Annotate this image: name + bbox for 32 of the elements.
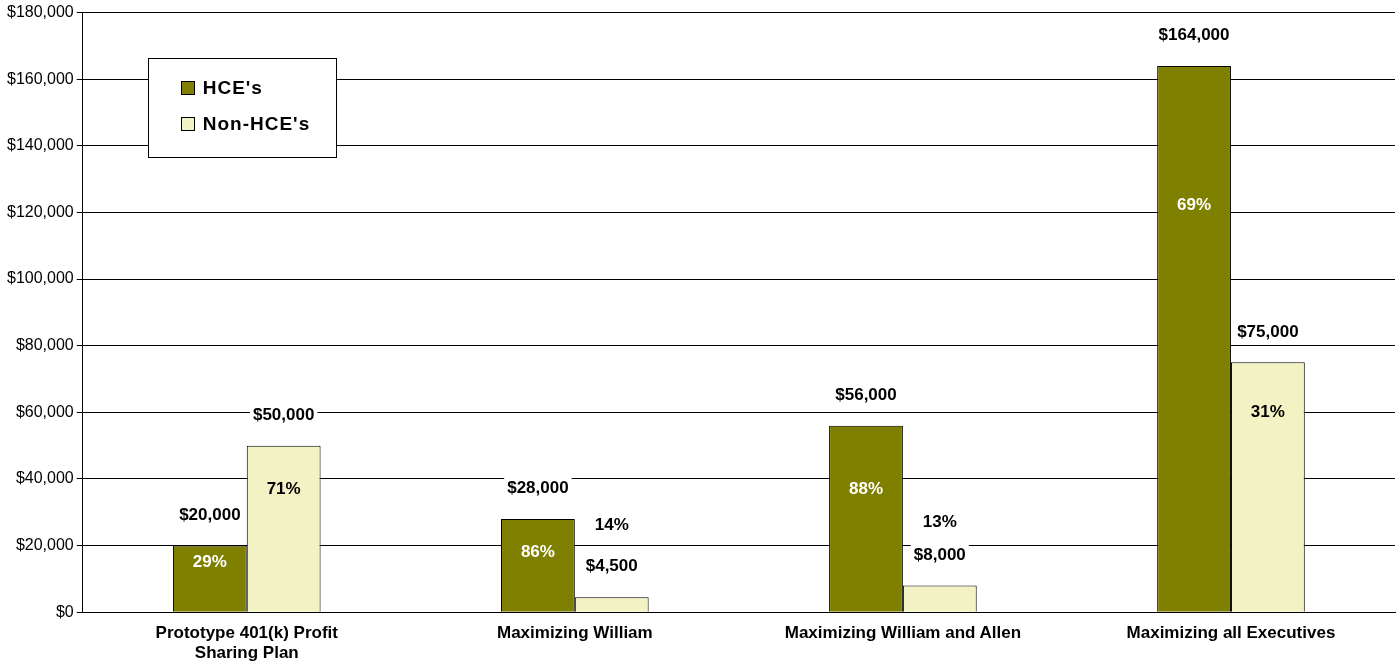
legend-label: HCE's: [202, 76, 263, 99]
data-label: $20,000: [179, 504, 241, 524]
x-tick-label: Maximizing William: [496, 623, 653, 643]
data-label: $164,000: [1158, 25, 1230, 45]
y-tick-label: $120,000: [7, 202, 74, 220]
x-tick-label: Maximizing all Executives: [1126, 623, 1336, 643]
legend-label: Non-HCE's: [202, 112, 311, 135]
y-tick-label: $0: [55, 602, 74, 620]
x-tick-label: Prototype 401(k) Profit Sharing Plan: [155, 623, 339, 663]
data-label: $50,000: [252, 404, 315, 424]
y-tick-label: $100,000: [7, 269, 74, 287]
data-label: $56,000: [835, 384, 897, 404]
y-tick-label: $20,000: [15, 535, 74, 553]
y-tick-label: $160,000: [7, 69, 74, 87]
y-tick-label: $80,000: [15, 336, 74, 354]
y-tick-label: $60,000: [15, 402, 74, 420]
y-tick-label: $40,000: [15, 469, 74, 487]
annotation: 29%: [192, 551, 227, 571]
annotation: 71%: [266, 478, 301, 498]
y-tick-label: $180,000: [7, 3, 74, 21]
annotation: 86%: [520, 541, 555, 561]
annotation: 14%: [594, 515, 629, 535]
annotation: 69%: [1177, 195, 1212, 215]
annotation: 13%: [922, 511, 957, 531]
y-tick-label: $140,000: [7, 136, 74, 154]
data-label: $75,000: [1237, 321, 1299, 341]
x-tick-label: Maximizing William and Allen: [784, 623, 1022, 643]
annotation: 88%: [848, 478, 884, 498]
data-label: $4,500: [585, 556, 638, 576]
data-label: $28,000: [507, 478, 569, 498]
annotation: 31%: [1250, 402, 1285, 422]
data-label: $8,000: [913, 544, 966, 564]
